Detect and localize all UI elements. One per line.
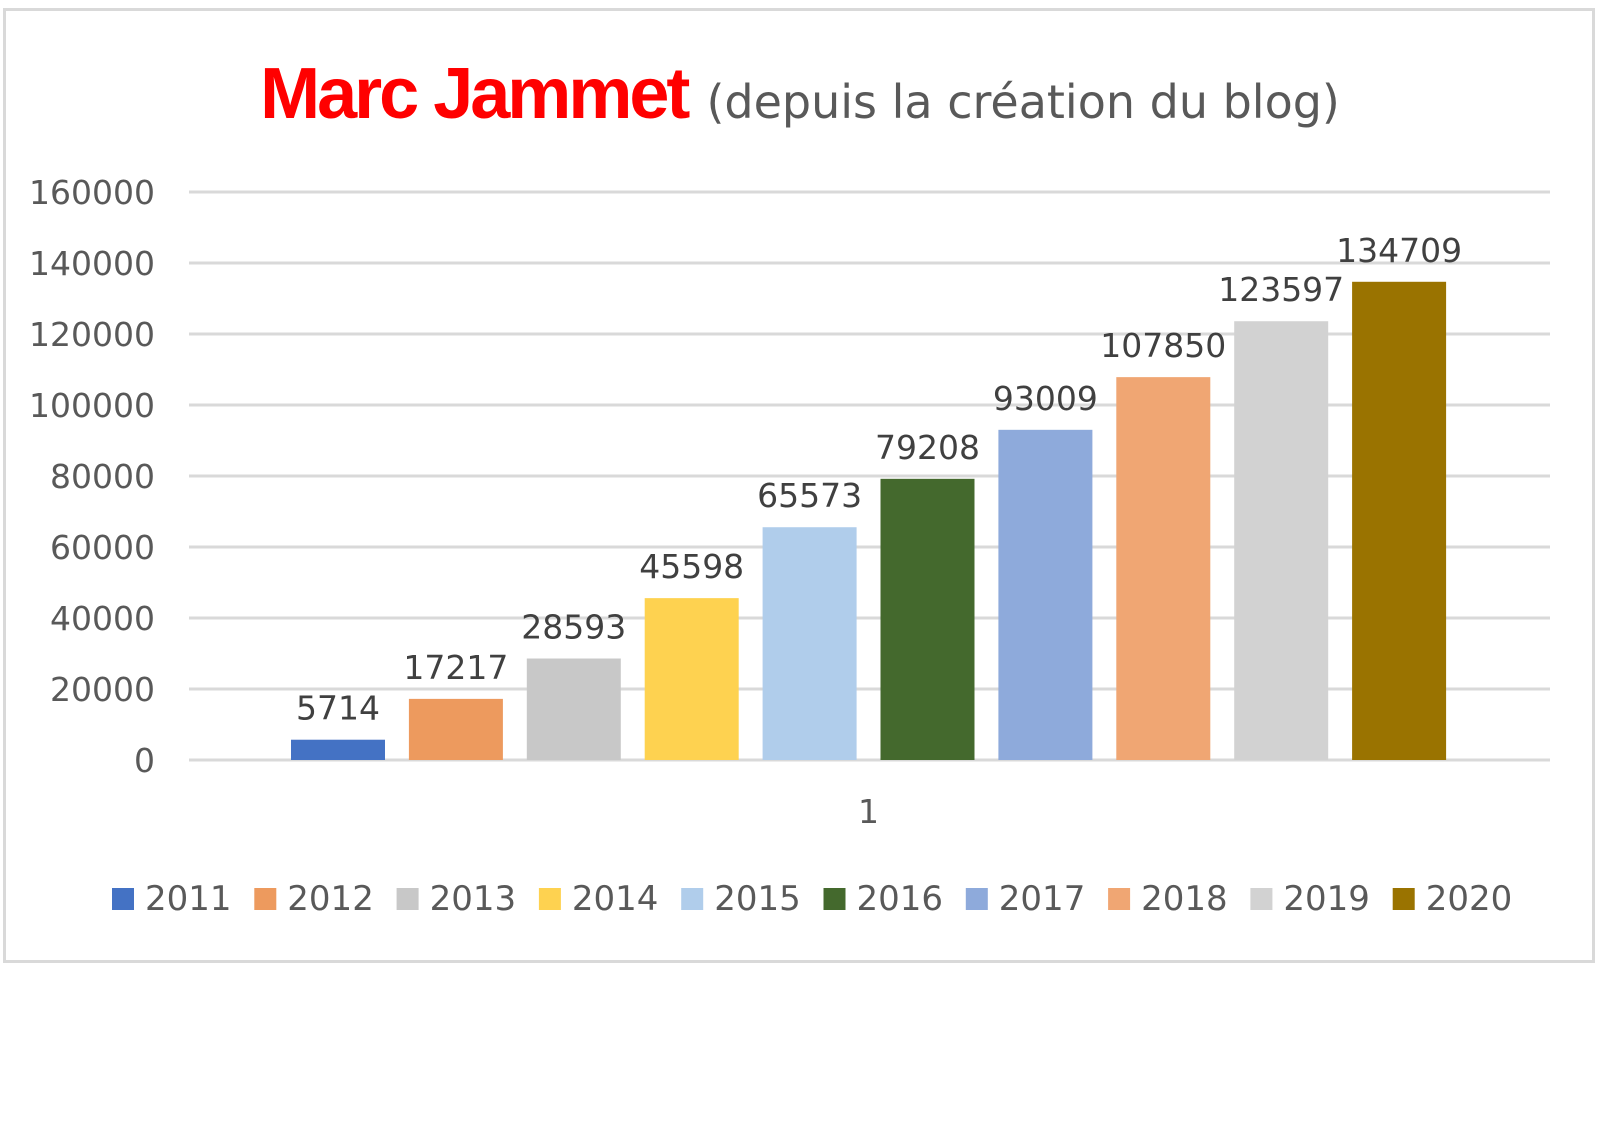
- data-label-2015: 65573: [757, 476, 862, 515]
- y-tick-label: 0: [134, 741, 155, 780]
- data-label-2019: 123597: [1218, 270, 1344, 309]
- bar-2016: [880, 478, 975, 760]
- y-tick-label: 80000: [50, 457, 155, 496]
- legend-label: 2017: [999, 879, 1086, 919]
- legend-swatch: [965, 888, 988, 910]
- legend-item-2011: 2011: [112, 879, 232, 919]
- bar-2020: [1352, 281, 1447, 760]
- legend-item-2017: 2017: [965, 879, 1086, 919]
- data-label-2020: 134709: [1336, 231, 1462, 270]
- x-axis-ticks: 1: [858, 792, 879, 831]
- x-tick-label: 1: [858, 792, 879, 831]
- legend-swatch: [1250, 888, 1273, 910]
- y-tick-label: 60000: [50, 528, 155, 567]
- y-tick-label: 120000: [29, 315, 155, 354]
- legend-swatch: [396, 888, 419, 910]
- y-tick-label: 20000: [50, 670, 155, 709]
- bar-2019: [1234, 321, 1329, 760]
- bar-2012: [408, 698, 503, 760]
- bar-2015: [762, 527, 857, 760]
- bar-2017: [998, 429, 1093, 760]
- legend-label: 2011: [145, 879, 232, 919]
- legend-swatch: [1108, 888, 1131, 910]
- legend-item-2014: 2014: [538, 879, 659, 919]
- legend-swatch: [823, 888, 846, 910]
- bar-2011: [291, 739, 385, 760]
- chart-title: Marc Jammet (depuis la création du blog): [260, 54, 1340, 134]
- legend: 2011 2012 2013 2014 2015 2016 2017 2018 2019 2020: [112, 879, 1512, 919]
- legend-swatch: [1392, 888, 1415, 910]
- y-tick-label: 100000: [29, 386, 155, 425]
- legend-label: 2013: [430, 879, 517, 919]
- bars: [291, 281, 1447, 760]
- y-tick-label: 140000: [29, 244, 155, 283]
- legend-swatch: [681, 888, 704, 910]
- y-tick-label: 160000: [29, 173, 155, 212]
- bar-2014: [644, 598, 739, 760]
- data-label-2018: 107850: [1100, 326, 1226, 365]
- data-labels: 5714 17217 28593 45598 65573 79208 93009107850…: [296, 231, 1462, 728]
- chart-title-sub: (depuis la création du blog): [706, 75, 1339, 129]
- legend-label: 2015: [714, 879, 801, 919]
- legend-item-2012: 2012: [254, 879, 374, 919]
- legend-swatch: [538, 888, 561, 910]
- legend-item-2016: 2016: [823, 879, 944, 919]
- data-label-2016: 79208: [875, 428, 980, 467]
- legend-label: 2016: [857, 879, 944, 919]
- legend-item-2019: 2019: [1250, 879, 1370, 919]
- legend-label: 2018: [1141, 879, 1228, 919]
- y-tick-label: 40000: [50, 599, 155, 638]
- legend-item-2013: 2013: [396, 879, 517, 919]
- gridlines: [189, 190, 1550, 762]
- data-label-2011: 5714: [296, 689, 380, 728]
- data-label-2013: 28593: [521, 607, 626, 646]
- legend-label: 2019: [1283, 879, 1370, 919]
- data-label-2012: 17217: [403, 648, 508, 687]
- data-label-2014: 45598: [639, 547, 744, 586]
- data-label-2017: 93009: [993, 379, 1098, 418]
- bar-2018: [1116, 377, 1211, 760]
- legend-item-2015: 2015: [681, 879, 801, 919]
- legend-label: 2020: [1426, 879, 1513, 919]
- legend-swatch: [112, 888, 134, 910]
- chart-frame: [3, 8, 1595, 963]
- chart-title-main: Marc Jammet: [260, 54, 690, 134]
- legend-label: 2014: [572, 879, 659, 919]
- legend-label: 2012: [287, 879, 374, 919]
- legend-item-2018: 2018: [1108, 879, 1228, 919]
- bar-2013: [526, 658, 621, 760]
- legend-item-2020: 2020: [1392, 879, 1513, 919]
- legend-swatch: [254, 888, 277, 910]
- y-axis-ticks: 0 20000 40000 60000 80000 100000 120000 140000 1…: [29, 173, 155, 780]
